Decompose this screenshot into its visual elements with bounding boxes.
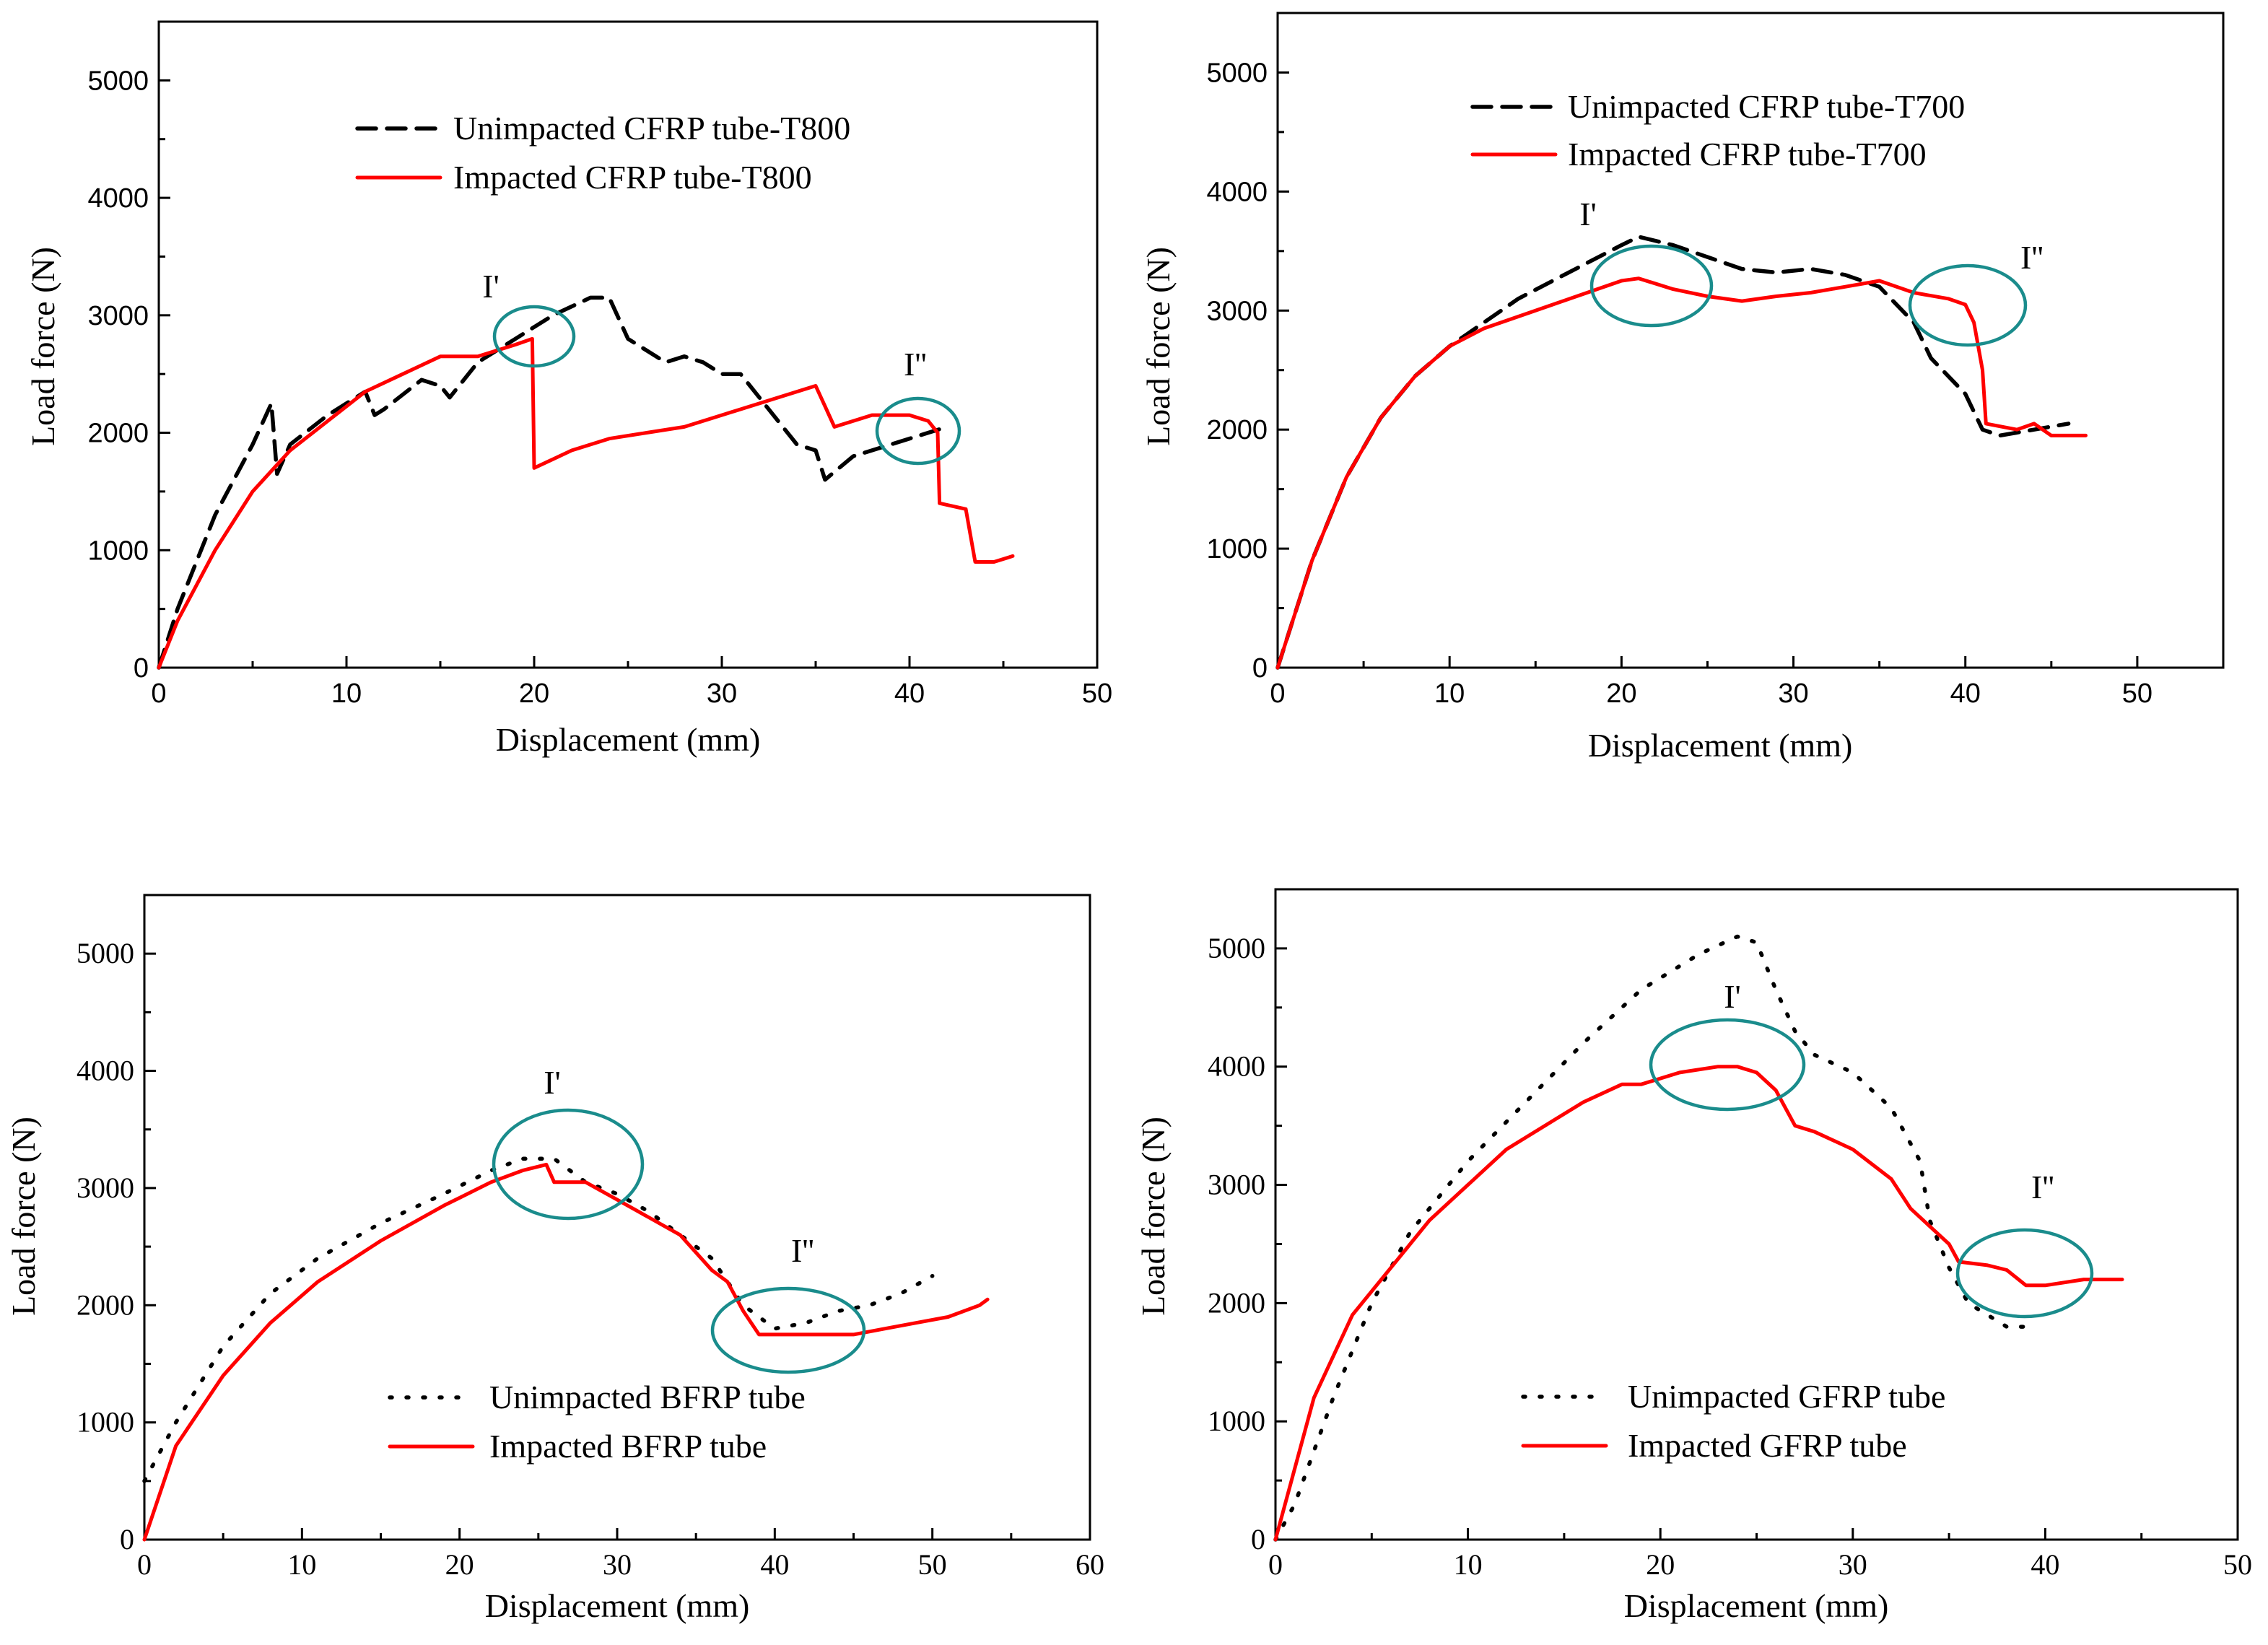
legend-entry-label: Impacted BFRP tube [489,1428,767,1465]
x-tick-label: 40 [894,678,925,709]
y-tick-label: 2000 [77,1288,134,1321]
y-tick-label: 0 [1252,653,1268,684]
annotation-ellipse [875,396,961,466]
x-tick-label: 40 [2031,1548,2059,1581]
annotation-label: I' [1579,196,1597,232]
series-line-unimpacted [1275,235,2071,670]
x-tick-label: 20 [1606,678,1636,709]
y-axis-label: Load force (N) [1140,247,1177,446]
x-tick-label: 20 [445,1548,474,1581]
y-axis-label: Load force (N) [25,247,61,446]
y-tick-label: 2000 [1208,1286,1265,1319]
x-tick-label: 60 [1076,1548,1104,1581]
y-tick-label: 5000 [1208,932,1265,964]
x-tick-label: 0 [137,1548,152,1581]
y-tick-label: 4000 [1208,1050,1265,1083]
x-tick-label: 30 [1778,678,1808,709]
x-tick-label: 0 [1268,1548,1283,1581]
series-line-unimpacted [157,295,949,670]
x-tick-label: 30 [707,678,737,709]
legend-entry-label: Unimpacted CFRP tube-T700 [1568,88,1965,125]
chart-panel-top-right: 0 10 20 30 40 50 0 1000 2000 3000 4000 5000 Displace… [1140,12,2225,764]
y-tick-label: 0 [134,653,149,684]
y-axis-label: Load force (N) [5,1117,42,1316]
annotation-label: I' [1724,978,1741,1015]
y-tick-label: 4000 [87,183,149,214]
x-tick-label: 40 [1950,678,1981,709]
annotation-label: I'' [2020,239,2044,276]
y-tick-label: 4000 [77,1055,134,1087]
y-tick-label: 1000 [1206,534,1268,564]
y-axis-label: Load force (N) [1135,1117,1172,1316]
x-axis-label: Displacement (mm) [1624,1587,1889,1624]
series-line-unimpacted [142,1156,935,1483]
legend-entry-label: Impacted CFRP tube-T800 [453,159,812,196]
x-axis-label: Displacement (mm) [496,721,761,758]
y-tick-label: 3000 [1208,1169,1265,1201]
y-tick-label: 3000 [77,1171,134,1204]
annotation-label: I' [544,1064,561,1101]
y-tick-label: 1000 [87,536,149,566]
chart-panel-bottom-right: 0 10 20 30 40 50 0 1000 2000 3000 4000 5000 Displace… [1135,888,2252,1624]
x-tick-label: 20 [1646,1548,1675,1581]
series-line-impacted [157,336,1015,670]
y-tick-label: 1000 [77,1406,134,1439]
annotation-label: I'' [791,1232,814,1269]
y-tick-label: 2000 [1206,415,1268,445]
annotation-ellipse [710,1286,866,1374]
x-tick-label: 10 [1454,1548,1483,1581]
legend-entry-label: Impacted CFRP tube-T700 [1568,136,1927,173]
y-tick-label: 2000 [87,419,149,449]
annotation-ellipse [492,305,576,368]
y-tick-label: 3000 [87,301,149,331]
series-line-impacted [142,1162,990,1542]
x-tick-label: 40 [760,1548,789,1581]
y-tick-label: 0 [120,1523,134,1555]
x-tick-label: 0 [1270,678,1285,709]
x-tick-label: 30 [603,1548,632,1581]
y-tick-label: 5000 [1206,58,1268,88]
chart-panel-bottom-left: 0 10 20 30 40 50 60 0 1000 2000 3000 4000 5000 Displa… [5,894,1104,1624]
x-tick-label: 50 [2223,1548,2252,1581]
annotation-ellipse [1589,244,1714,328]
y-tick-label: 5000 [77,937,134,969]
x-tick-label: 30 [1839,1548,1867,1581]
x-tick-label: 20 [519,678,549,709]
legend-entry-label: Unimpacted GFRP tube [1628,1378,1945,1415]
annotation-ellipse [1649,1018,1806,1112]
x-tick-label: 50 [918,1548,947,1581]
x-tick-label: 10 [331,678,362,709]
legend-entry-label: Unimpacted CFRP tube-T800 [453,110,850,147]
x-tick-label: 10 [1434,678,1465,709]
plot-frame [1276,12,2225,669]
y-tick-label: 5000 [87,66,149,96]
y-tick-label: 3000 [1206,296,1268,326]
annotation-ellipse [492,1108,645,1221]
x-tick-label: 0 [151,678,166,709]
annotation-ellipse [1908,263,2028,347]
annotation-label: I' [482,268,500,305]
legend-entry-label: Impacted GFRP tube [1628,1427,1907,1464]
x-tick-label: 10 [287,1548,316,1581]
series-line-impacted [1273,1065,2124,1542]
series-line-impacted [1275,276,2088,670]
x-axis-label: Displacement (mm) [1588,727,1853,764]
x-tick-label: 50 [1082,678,1112,709]
chart-panel-top-left: 0 10 20 30 40 50 0 1000 2000 3000 4000 5000 Displace… [25,20,1112,758]
y-tick-label: 0 [1251,1523,1265,1555]
y-tick-label: 1000 [1208,1405,1265,1437]
legend-entry-label: Unimpacted BFRP tube [489,1379,806,1415]
x-tick-label: 50 [2122,678,2153,709]
annotation-label: I'' [2031,1169,2054,1205]
y-tick-label: 4000 [1206,177,1268,207]
annotation-ellipse [1955,1228,2094,1319]
annotation-label: I'' [904,346,927,383]
x-axis-label: Displacement (mm) [485,1587,750,1624]
